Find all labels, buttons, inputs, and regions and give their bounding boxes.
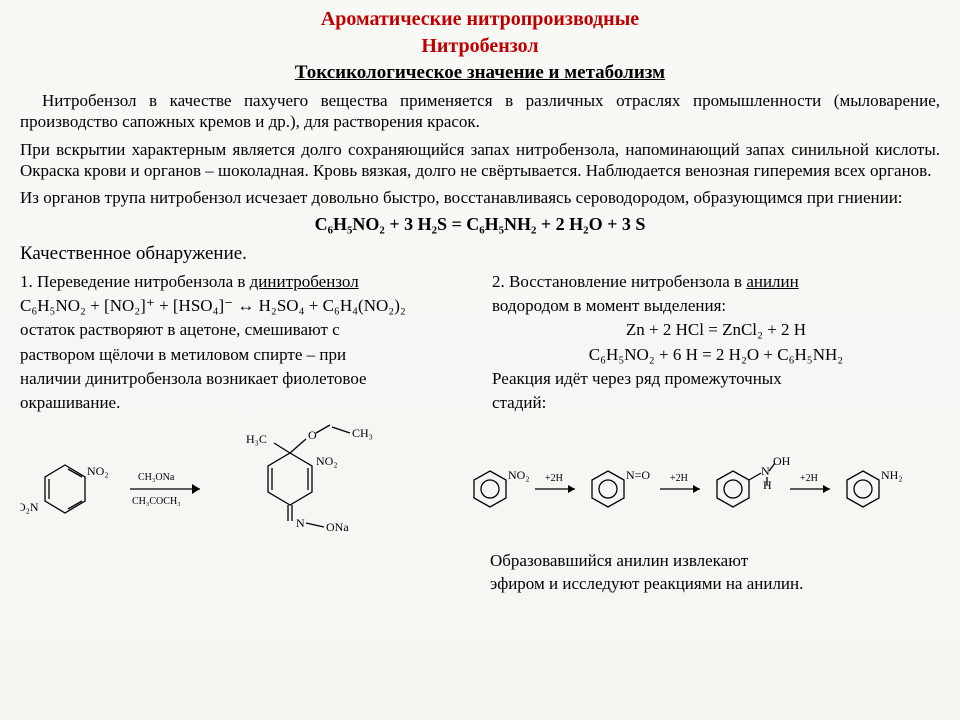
section-heading: Токсикологическое значение и метаболизм (20, 62, 940, 84)
svg-text:O: O (308, 428, 317, 442)
svg-text:NO₂: NO₂ (508, 468, 530, 482)
svg-text:H₃C: H₃C (246, 432, 267, 446)
right-eq-1: Zn + 2 HCl = ZnCl₂ + 2 H (492, 319, 940, 341)
footer-text: Образовавшийся анилин извлекают эфиром и… (470, 550, 940, 596)
detection-heading: Качественное обнаружение. (20, 243, 940, 265)
left-column: 1. Переведение нитробензола в динитробен… (20, 271, 468, 416)
left-eq: C₆H₅NO₂ + [NO₂]⁺ + [HSO₄]⁻ ↔ H₂SO₄ + C₆H… (20, 295, 468, 317)
left-line-4: раствором щёлочи в метиловом спирте – пр… (20, 344, 468, 366)
svg-text:CH₃ONa: CH₃ONa (138, 472, 175, 483)
svg-text:O₂N: O₂N (20, 500, 39, 514)
svg-text:OH: OH (773, 454, 791, 468)
two-column-layout: 1. Переведение нитробензола в динитробен… (20, 271, 940, 416)
svg-text:N: N (296, 516, 305, 530)
left-line-6: окрашивание. (20, 392, 468, 414)
svg-text:+2H: +2H (800, 473, 818, 484)
svg-text:+2H: +2H (670, 473, 688, 484)
svg-text:N=O: N=O (626, 468, 650, 482)
structures-row: NO₂ O₂N CH₃ONa CH₃COCH₃ N ONa NO₂ H₃C O (20, 424, 940, 544)
right-line-5: Реакция идёт через ряд промежуточных (492, 368, 940, 390)
right-column: 2. Восстановление нитробензола в анилин … (492, 271, 940, 416)
footer-line-2: эфиром и исследуют реакциями на анилин. (490, 573, 940, 596)
left-reaction-svg: NO₂ O₂N CH₃ONa CH₃COCH₃ N ONa NO₂ H₃C O (20, 424, 450, 544)
svg-text:NH₂: NH₂ (881, 468, 903, 482)
paragraph-2: При вскрытии характерным является долго … (20, 139, 940, 182)
equation-1: C₆H₅NO₂ + 3 H₂S = C₆H₅NH₂ + 2 H₂O + 3 S (20, 214, 940, 235)
svg-text:NO₂: NO₂ (316, 454, 338, 468)
paragraph-1: Нитробензол в качестве пахучего вещества… (20, 90, 940, 133)
subtitle: Нитробензол (20, 35, 940, 58)
left-line-3: остаток растворяют в ацетоне, смешивают … (20, 319, 468, 341)
footer-line-1: Образовавшийся анилин извлекают (490, 550, 940, 573)
right-reaction-svg: NO₂ +2H N=O +2H N OH H +2H (450, 439, 930, 529)
svg-text:NO₂: NO₂ (87, 464, 109, 478)
svg-text:CH₃COCH₃: CH₃COCH₃ (132, 496, 181, 507)
svg-text:CH₃: CH₃ (352, 426, 373, 440)
left-line-1: 1. Переведение нитробензола в динитробен… (20, 271, 468, 293)
paragraph-3: Из органов трупа нитробензол исчезает до… (20, 187, 940, 208)
svg-text:N: N (761, 464, 770, 478)
svg-text:+2H: +2H (545, 473, 563, 484)
footer-row: Образовавшийся анилин извлекают эфиром и… (20, 550, 940, 596)
main-title: Ароматические нитропроизводные (20, 8, 940, 31)
left-line-5: наличии динитробензола возникает фиолето… (20, 368, 468, 390)
right-eq-2: C₆H₅NO₂ + 6 H = 2 H₂O + C₆H₅NH₂ (492, 344, 940, 366)
right-line-1: 2. Восстановление нитробензола в анилин (492, 271, 940, 293)
right-line-2: водородом в момент выделения: (492, 295, 940, 317)
right-line-6: стадий: (492, 392, 940, 414)
svg-text:ONa: ONa (326, 520, 349, 534)
